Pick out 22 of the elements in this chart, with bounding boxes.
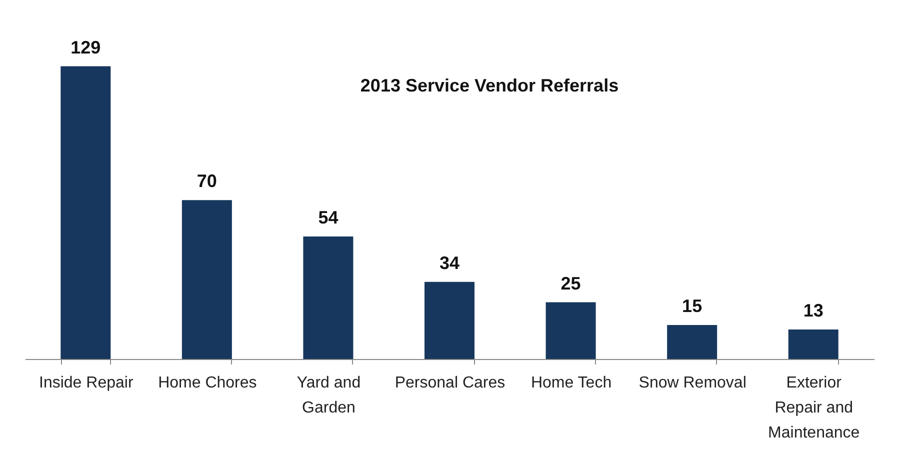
data-label: 70 xyxy=(196,171,217,192)
x-tick-label: Home Chores xyxy=(158,374,257,392)
bar xyxy=(424,282,474,359)
text: 2013 Service Vendor Referrals xyxy=(360,75,619,96)
bar xyxy=(303,236,354,359)
bar xyxy=(60,66,111,359)
x-tick-label: Yard and Garden xyxy=(296,374,361,416)
data-label: 25 xyxy=(560,273,581,294)
x-tick-label: Snow Removal xyxy=(638,374,746,392)
x-tick-label: Home Tech xyxy=(530,374,612,392)
bar xyxy=(788,330,838,359)
bar xyxy=(546,302,596,359)
data-label: 13 xyxy=(803,300,824,320)
bar xyxy=(667,324,718,359)
x-tick-label: Inside Repair xyxy=(39,374,134,392)
data-label: 34 xyxy=(439,252,460,273)
bar xyxy=(182,200,232,359)
data-label: 15 xyxy=(682,296,702,316)
x-tick-label: Personal Cares xyxy=(394,374,506,392)
x-tick-label: Exterior Repair and Maintenance xyxy=(768,374,860,442)
data-label: 129 xyxy=(70,37,101,58)
data-label: 54 xyxy=(318,207,338,228)
